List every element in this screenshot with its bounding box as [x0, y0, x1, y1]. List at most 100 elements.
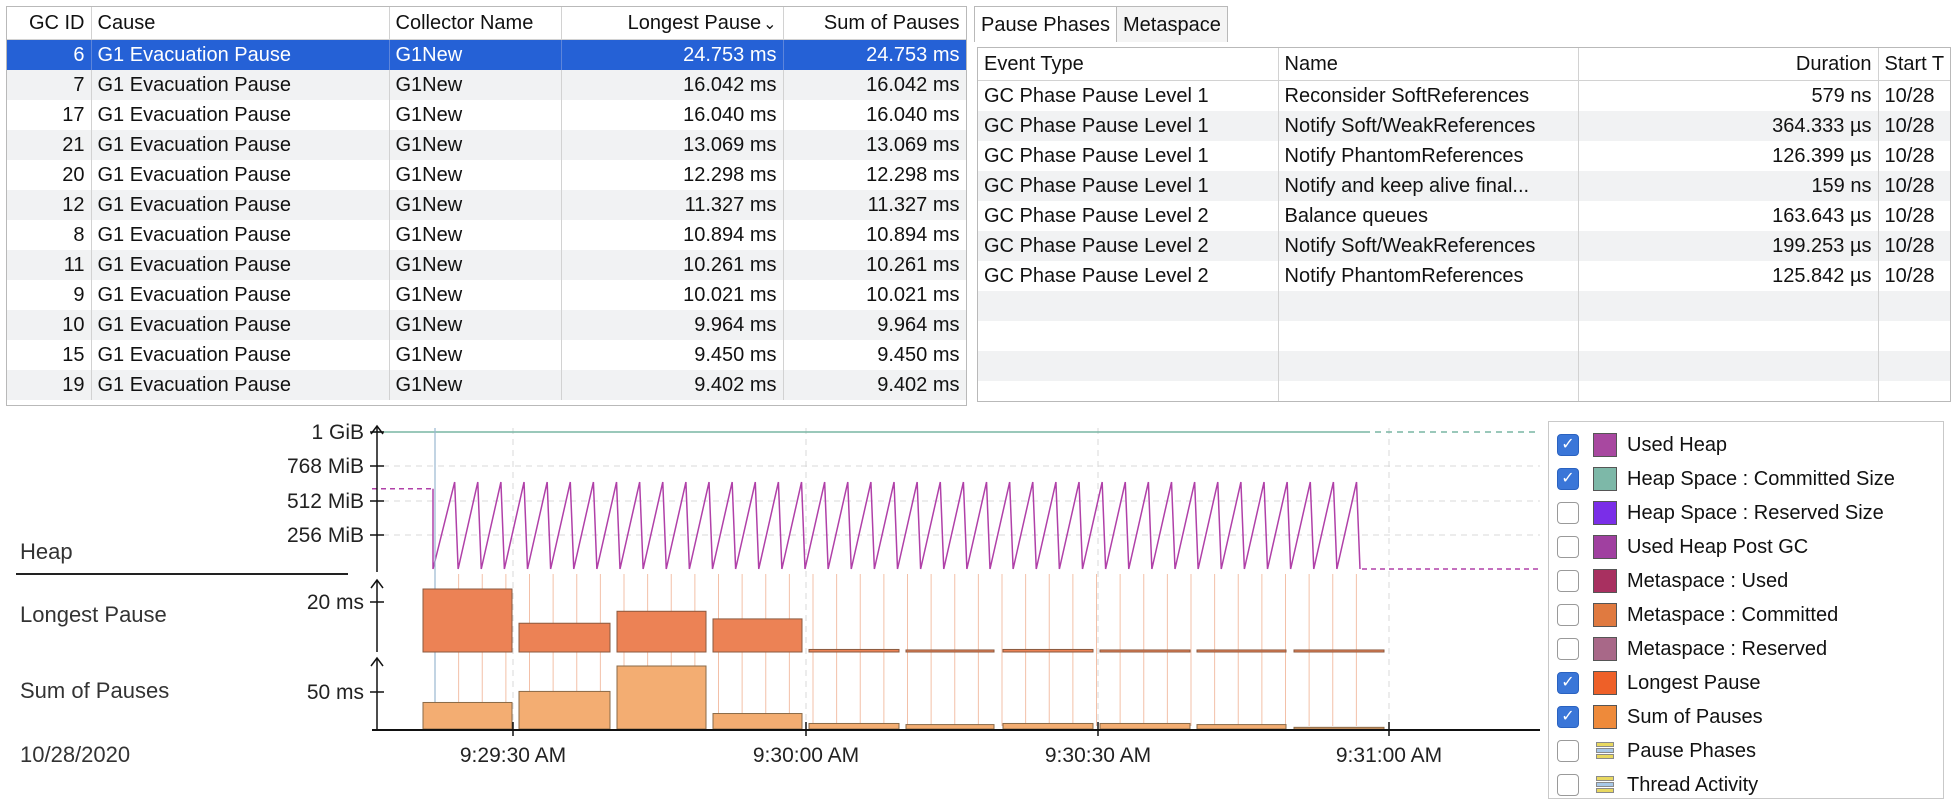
table-row[interactable]: GC Phase Pause Level 2 Balance queues 163.… — [978, 201, 1950, 231]
legend-checkbox[interactable]: ✓ — [1557, 706, 1579, 728]
color-swatch-icon — [1593, 637, 1617, 661]
start-time-cell: 10/28 — [1878, 171, 1950, 201]
checkmark-icon: ✓ — [1561, 436, 1575, 453]
table-row[interactable] — [978, 381, 1950, 401]
sum-of-pauses-bar — [518, 690, 611, 730]
legend-item-heap-space-reserved-size[interactable]: Heap Space : Reserved Size — [1549, 496, 1884, 530]
table-row[interactable]: 19 G1 Evacuation Pause G1New 9.402 ms 9.402 … — [7, 370, 966, 400]
event-type-cell: GC Phase Pause Level 2 — [978, 231, 1279, 261]
legend-item-thread-activity[interactable]: Thread Activity — [1549, 768, 1758, 802]
table-row[interactable]: 12 G1 Evacuation Pause G1New 11.327 ms 11.32… — [7, 190, 966, 220]
table-row[interactable] — [978, 291, 1950, 321]
sum-of-pauses-cell: 13.069 ms — [783, 130, 966, 160]
legend-item-pause-phases[interactable]: Pause Phases — [1549, 734, 1756, 768]
legend-checkbox[interactable] — [1557, 502, 1579, 524]
legend-item-sum-of-pauses[interactable]: ✓ Sum of Pauses — [1549, 700, 1763, 734]
name-cell — [1278, 291, 1579, 321]
cause-cell: G1 Evacuation Pause — [91, 280, 390, 310]
y-tick-label: 20 ms — [307, 591, 364, 614]
longest-pause-cell: 9.402 ms — [561, 370, 784, 400]
legend-item-metaspace-used[interactable]: Metaspace : Used — [1549, 564, 1788, 598]
duration-cell: 579 ns — [1578, 80, 1879, 111]
collector-name-cell: G1New — [389, 190, 562, 220]
sum-of-pauses-cell: 9.450 ms — [783, 340, 966, 370]
legend-item-used-heap[interactable]: ✓ Used Heap — [1549, 428, 1727, 462]
chart-axes: 1 GiB 768 MiB 512 MiB 256 MiB 20 ms 50 ms 9:29… — [287, 421, 1540, 767]
table-row[interactable]: GC Phase Pause Level 2 Notify PhantomRefe… — [978, 261, 1950, 291]
longest-pause-bar — [712, 618, 803, 653]
color-swatch-icon — [1593, 569, 1617, 593]
gc-table[interactable]: GC ID Cause Collector Name Longest Pause… — [6, 6, 967, 406]
table-row[interactable]: 8 G1 Evacuation Pause G1New 10.894 ms 10.894… — [7, 220, 966, 250]
column-header-event-type[interactable]: Event Type — [978, 48, 1279, 81]
gc-id-cell: 17 — [7, 100, 92, 130]
table-row[interactable]: 6 G1 Evacuation Pause G1New 24.753 ms 24.753… — [7, 39, 966, 70]
start-time-cell — [1878, 381, 1950, 401]
date-label: 10/28/2020 — [20, 742, 130, 767]
table-row[interactable]: GC Phase Pause Level 1 Notify Soft/WeakRe… — [978, 111, 1950, 141]
legend-item-longest-pause[interactable]: ✓ Longest Pause — [1549, 666, 1760, 700]
column-header-longest-pause[interactable]: Longest Pause ⌄ — [561, 7, 784, 40]
legend-checkbox[interactable]: ✓ — [1557, 672, 1579, 694]
gc-timeline-chart[interactable]: 1 GiB 768 MiB 512 MiB 256 MiB 20 ms 50 ms 9:29… — [0, 414, 1545, 804]
column-header-name[interactable]: Name — [1278, 48, 1579, 81]
sum-of-pauses-cell: 10.021 ms — [783, 280, 966, 310]
sum-of-pauses-cell: 9.402 ms — [783, 370, 966, 400]
legend-item-metaspace-committed[interactable]: Metaspace : Committed — [1549, 598, 1838, 632]
longest-pause-cell: 10.021 ms — [561, 280, 784, 310]
column-header-cause[interactable]: Cause — [91, 7, 390, 40]
duration-cell: 163.643 µs — [1578, 201, 1879, 231]
sum-of-pauses-bar — [808, 722, 900, 730]
legend-checkbox[interactable] — [1557, 740, 1579, 762]
cause-cell: G1 Evacuation Pause — [91, 39, 390, 70]
column-header-sum-of-pauses[interactable]: Sum of Pauses — [783, 7, 966, 40]
duration-cell: 199.253 µs — [1578, 231, 1879, 261]
tab-pause-phases[interactable]: Pause Phases — [974, 6, 1117, 42]
duration-cell: 125.842 µs — [1578, 261, 1879, 291]
legend-label: Metaspace : Reserved — [1627, 637, 1828, 660]
gc-id-cell: 12 — [7, 190, 92, 220]
legend-checkbox[interactable]: ✓ — [1557, 468, 1579, 490]
pause-phases-table[interactable]: Event Type Name Duration Start T GC Phas… — [977, 47, 1951, 402]
cause-cell: G1 Evacuation Pause — [91, 340, 390, 370]
column-header-gc-id[interactable]: GC ID — [7, 7, 92, 40]
y-tick-label: 1 GiB — [311, 421, 364, 444]
pause-bars — [422, 428, 1385, 730]
longest-pause-cell: 16.040 ms — [561, 100, 784, 130]
table-row[interactable]: GC Phase Pause Level 1 Reconsider SoftRef… — [978, 80, 1950, 111]
column-header-start-time[interactable]: Start T — [1878, 48, 1950, 81]
start-time-cell: 10/28 — [1878, 80, 1950, 111]
table-row[interactable]: 20 G1 Evacuation Pause G1New 12.298 ms 12.29… — [7, 160, 966, 190]
sum-of-pauses-cell: 9.964 ms — [783, 310, 966, 340]
table-row[interactable]: GC Phase Pause Level 1 Notify and keep al… — [978, 171, 1950, 201]
legend-checkbox[interactable]: ✓ — [1557, 434, 1579, 456]
table-row[interactable]: 9 G1 Evacuation Pause G1New 10.021 ms 10.021… — [7, 280, 966, 310]
column-header-duration[interactable]: Duration — [1578, 48, 1879, 81]
event-type-cell: GC Phase Pause Level 1 — [978, 171, 1279, 201]
sum-of-pauses-cell: 24.753 ms — [783, 39, 966, 70]
table-row[interactable]: 15 G1 Evacuation Pause G1New 9.450 ms 9.450 … — [7, 340, 966, 370]
table-row[interactable]: 11 G1 Evacuation Pause G1New 10.261 ms 10.26… — [7, 250, 966, 280]
table-row[interactable]: GC Phase Pause Level 2 Notify Soft/WeakRe… — [978, 231, 1950, 261]
legend-item-used-heap-post-gc[interactable]: Used Heap Post GC — [1549, 530, 1808, 564]
legend-checkbox[interactable] — [1557, 536, 1579, 558]
event-type-cell: GC Phase Pause Level 2 — [978, 261, 1279, 291]
legend-item-metaspace-reserved[interactable]: Metaspace : Reserved — [1549, 632, 1827, 666]
legend-checkbox[interactable] — [1557, 638, 1579, 660]
table-row[interactable] — [978, 321, 1950, 351]
tab-metaspace[interactable]: Metaspace — [1115, 6, 1228, 42]
longest-pause-cell: 11.327 ms — [561, 190, 784, 220]
legend-checkbox[interactable] — [1557, 604, 1579, 626]
color-swatch-icon — [1593, 705, 1617, 729]
table-row[interactable]: GC Phase Pause Level 1 Notify PhantomRefe… — [978, 141, 1950, 171]
table-row[interactable]: 17 G1 Evacuation Pause G1New 16.040 ms 16.04… — [7, 100, 966, 130]
color-swatch-icon — [1593, 467, 1617, 491]
table-row[interactable]: 10 G1 Evacuation Pause G1New 9.964 ms 9.964 … — [7, 310, 966, 340]
legend-item-heap-space-committed-size[interactable]: ✓ Heap Space : Committed Size — [1549, 462, 1895, 496]
table-row[interactable]: 21 G1 Evacuation Pause G1New 13.069 ms 13.06… — [7, 130, 966, 160]
legend-checkbox[interactable] — [1557, 570, 1579, 592]
table-row[interactable]: 7 G1 Evacuation Pause G1New 16.042 ms 16.042… — [7, 70, 966, 100]
table-row[interactable] — [978, 351, 1950, 381]
legend-checkbox[interactable] — [1557, 774, 1579, 796]
column-header-collector-name[interactable]: Collector Name — [389, 7, 562, 40]
